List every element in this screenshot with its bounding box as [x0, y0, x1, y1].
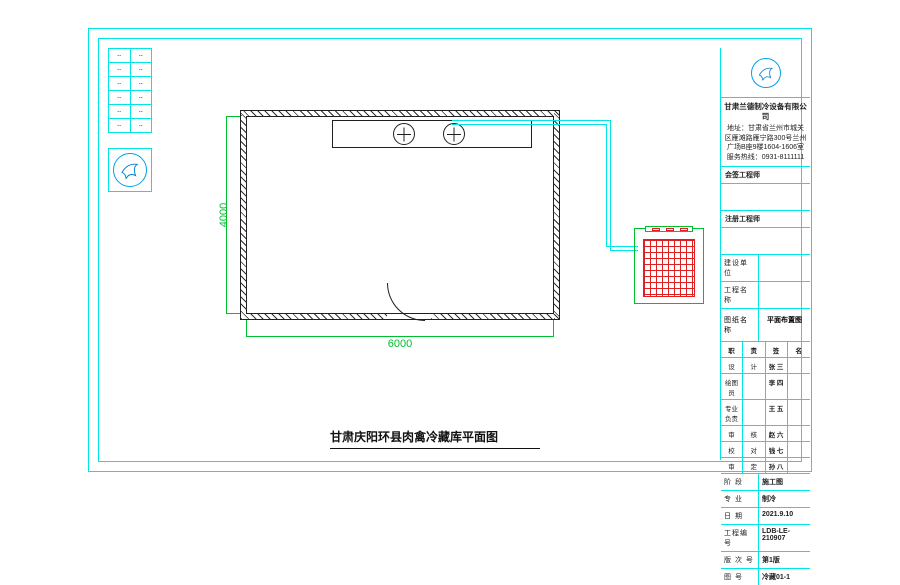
logo-right: [721, 48, 810, 98]
condenser-unit: [634, 228, 704, 304]
dim-value: 6000: [388, 338, 412, 350]
meta-builder: 建设单位: [721, 255, 810, 282]
swallow-icon: [118, 158, 142, 182]
signature-grid: 职责签名设计张 三绘图员李 四专业负责王 五审核赵 六校对钱 七审定孙 八: [721, 342, 810, 474]
footer-row: 阶 段施工图: [721, 474, 810, 491]
dimension-horizontal: 6000: [246, 326, 554, 346]
pipe-run: [610, 120, 611, 250]
pipe-run: [606, 124, 607, 246]
cold-room: [240, 110, 560, 320]
left-revision-table: ---- ---- ---- ---- ---- ----: [108, 48, 152, 133]
footer-row: 图 号冷藏01-1: [721, 569, 810, 585]
pipe-run: [452, 124, 606, 125]
meta-project: 工程名称: [721, 282, 810, 309]
company-info: 甘肃兰德制冷设备有限公司 地址：甘肃省兰州市城关区雁滩路雁宁路300号兰州广场B…: [721, 98, 810, 167]
fan-icon: [443, 123, 465, 145]
dimension-vertical: 4000: [216, 116, 240, 314]
meta-drawing-name: 图纸名称平面布置图: [721, 309, 810, 342]
logo-left: [108, 148, 152, 192]
fan-icon: [393, 123, 415, 145]
drawing-title: 甘肃庆阳环县肉禽冷藏库平面图: [330, 428, 540, 449]
pipe-run: [452, 120, 610, 121]
seal-section-1: 会签工程师: [721, 167, 810, 211]
drawing-canvas: 4000 6000 甘肃庆阳环县肉禽冷藏库平面图: [160, 48, 722, 460]
title-block: 甘肃兰德制冷设备有限公司 地址：甘肃省兰州市城关区雁滩路雁宁路300号兰州广场B…: [720, 48, 810, 460]
footer-row: 日 期2021.9.10: [721, 508, 810, 525]
seal-section-2: 注册工程师: [721, 211, 810, 255]
dim-value: 4000: [218, 203, 230, 227]
door-swing: [387, 314, 433, 321]
footer-row: 版 次 号第1版: [721, 552, 810, 569]
footer-row: 工程编号LDB-LE-210907: [721, 525, 810, 552]
swallow-icon: [756, 63, 776, 83]
